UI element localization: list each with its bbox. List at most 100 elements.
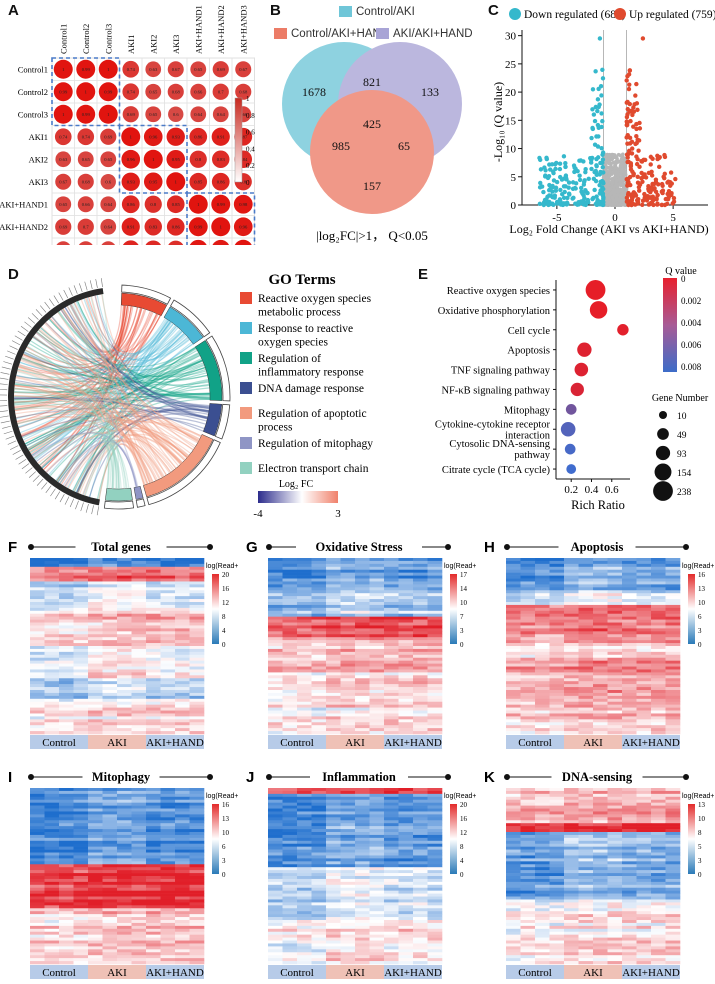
heatmap-h: HApoptosisControlAKIAKI+HANDlog(Read+1)1… (476, 532, 714, 754)
heatmap-cell (297, 826, 312, 829)
heatmap-cell (146, 696, 161, 699)
heatmap-cell (550, 655, 565, 658)
heatmap-cell (506, 672, 521, 675)
heatmap-cell (146, 643, 161, 646)
heatmap-cell (521, 696, 536, 699)
heatmap-cell (370, 687, 385, 690)
heatmap-cell (117, 625, 132, 628)
heatmap-cell (550, 705, 565, 708)
heatmap-cell (384, 649, 399, 652)
heatmap-cell (161, 667, 176, 670)
heatmap-cell (74, 611, 89, 614)
heatmap-cell (666, 649, 681, 652)
heatmap-cell (579, 658, 594, 661)
point-down (543, 199, 547, 203)
heatmap-cell (74, 929, 89, 932)
heatmap-cell (268, 579, 283, 582)
heatmap-cell (326, 620, 341, 623)
heatmap-cell (190, 835, 205, 838)
point-up (632, 109, 636, 113)
heatmap-cell (341, 579, 356, 582)
heatmap-cell (637, 605, 652, 608)
point-up (631, 201, 635, 205)
heatmap-cell (146, 943, 161, 946)
heatmap-cell (45, 614, 60, 617)
heatmap-cell (117, 811, 132, 814)
heatmap-cell (132, 955, 147, 958)
heatmap-cell (355, 631, 370, 634)
point-up (660, 203, 664, 207)
heatmap-cell (161, 608, 176, 611)
heatmap-cell (190, 649, 205, 652)
heatmap-title: Oxidative Stress (316, 540, 403, 554)
heatmap-cell (146, 579, 161, 582)
heatmap-cell (74, 681, 89, 684)
heatmap-cell (312, 664, 327, 667)
heatmap-cell (146, 844, 161, 847)
heatmap-cell (312, 678, 327, 681)
heatmap-cell (622, 611, 637, 614)
heatmap-cell (428, 713, 443, 716)
heatmap-cell (45, 564, 60, 567)
heatmap-cell (146, 814, 161, 817)
heatmap-cell (175, 719, 190, 722)
heatmap-cell (384, 826, 399, 829)
heatmap-cell (579, 661, 594, 664)
heatmap-cell (521, 611, 536, 614)
heatmap-cell (103, 873, 118, 876)
heatmap-cell (521, 731, 536, 734)
corr-value: 0.83 (217, 157, 226, 162)
point-up (651, 203, 655, 207)
heatmap-cell (175, 829, 190, 832)
heatmap-cell (521, 672, 536, 675)
point-down (597, 126, 601, 130)
heatmap-cell (88, 788, 103, 791)
heatmap-cell (146, 708, 161, 711)
point-down (560, 192, 564, 196)
heatmap-cell (384, 617, 399, 620)
heatmap-cell (190, 820, 205, 823)
heatmap-cell (190, 955, 205, 958)
heatmap-cell (146, 941, 161, 944)
panel-label-j: J (246, 769, 254, 786)
heatmap-cell (521, 646, 536, 649)
heatmap-cell (59, 920, 74, 923)
heatmap-cell (413, 658, 428, 661)
heatmap-cell (564, 584, 579, 587)
heatmap-cell (564, 719, 579, 722)
heatmap-cell (45, 558, 60, 561)
heatmap-cell (45, 961, 60, 964)
point-down (594, 169, 598, 173)
heatmap-cell (506, 699, 521, 702)
heatmap-cell (283, 620, 298, 623)
heatmap-cell (608, 725, 623, 728)
heatmap-cell (506, 719, 521, 722)
heatmap-cell (521, 711, 536, 714)
point-ns (624, 187, 628, 191)
heatmap-cell (190, 611, 205, 614)
heatmap-cell (399, 634, 414, 637)
heatmap-cell (103, 788, 118, 791)
heatmap-cell (283, 684, 298, 687)
point-up (629, 164, 633, 168)
heatmap-cell (341, 631, 356, 634)
heatmap-cell (45, 725, 60, 728)
point-ns (613, 166, 617, 170)
corr-value: 0.85 (172, 202, 181, 207)
heatmap-cell (161, 814, 176, 817)
point-down (594, 157, 598, 161)
y-tick-label: 15 (505, 115, 517, 127)
heatmap-cell (399, 728, 414, 731)
heatmap-cell (146, 788, 161, 791)
heatmap-cell (370, 814, 385, 817)
heatmap-cell (564, 620, 579, 623)
heatmap-cell (45, 932, 60, 935)
heatmap-cell (428, 814, 443, 817)
heatmap-cell (117, 791, 132, 794)
heatmap-cell (103, 593, 118, 596)
heatmap-cell (117, 687, 132, 690)
heatmap-cell (146, 791, 161, 794)
scale-tick: 12 (222, 599, 230, 607)
heatmap-cell (74, 581, 89, 584)
heatmap-cell (355, 725, 370, 728)
